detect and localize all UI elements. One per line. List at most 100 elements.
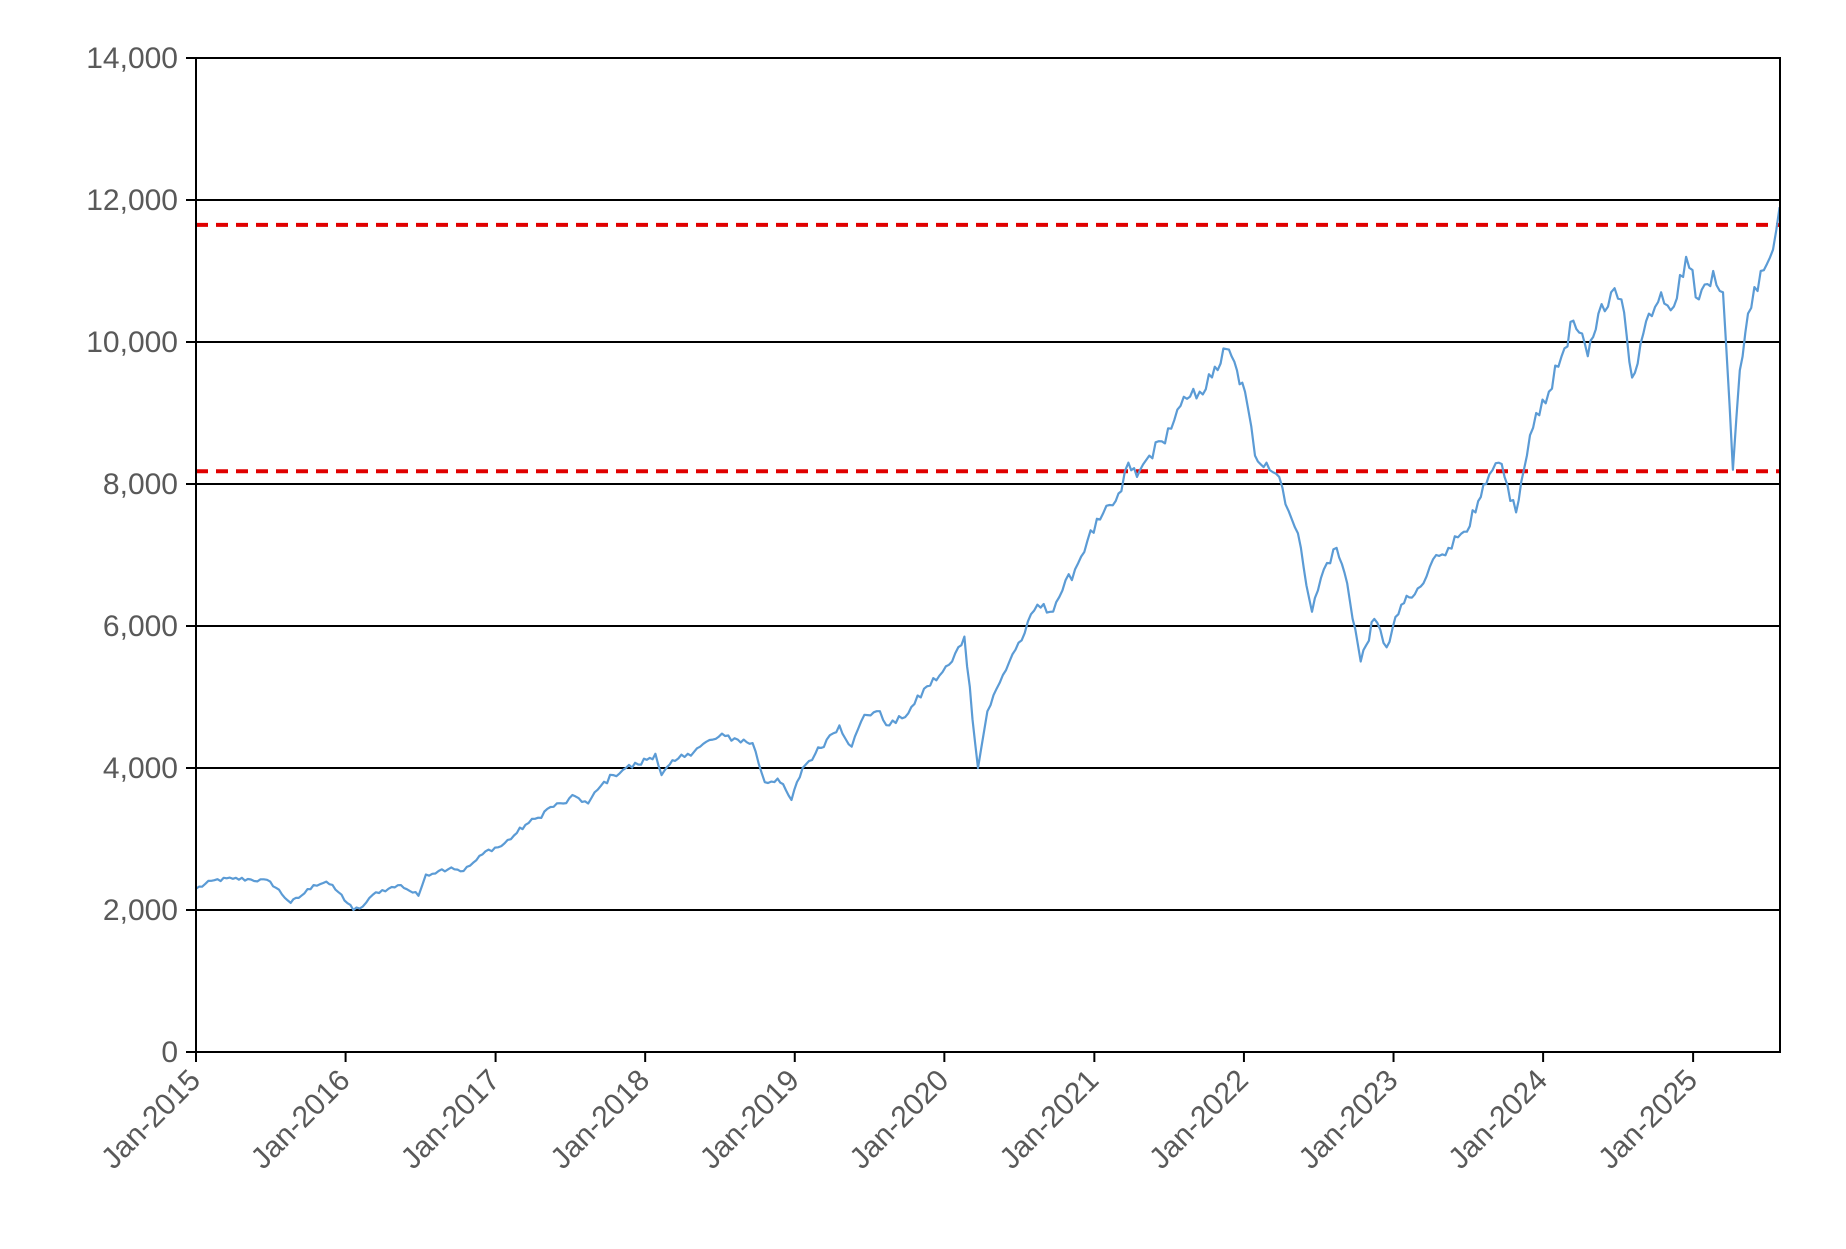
data-point <box>598 783 603 788</box>
data-point <box>1609 290 1614 295</box>
x-tick-label: Jan-2021 <box>994 1064 1106 1176</box>
data-point <box>710 737 715 742</box>
data-point <box>486 847 491 852</box>
data-point <box>1446 545 1451 550</box>
data-point <box>1546 389 1551 394</box>
data-point <box>937 673 942 678</box>
data-point <box>548 805 553 810</box>
reference-lines <box>196 222 1780 474</box>
data-point <box>962 634 967 639</box>
x-tick-label: Jan-2016 <box>245 1064 357 1176</box>
data-point <box>573 794 578 799</box>
data-point <box>900 716 905 721</box>
data-point <box>837 723 842 728</box>
data-point <box>512 833 517 838</box>
y-tick-label: 14,000 <box>86 42 178 75</box>
data-point <box>288 900 293 905</box>
y-axis-tick-labels: 0 2,000 4,000 6,000 8,000 10,000 12,000 14,000 <box>86 42 178 1069</box>
data-point <box>1010 652 1015 657</box>
data-point <box>1534 411 1539 416</box>
y-tick-label: 8,000 <box>103 468 178 501</box>
data-point <box>1421 581 1426 586</box>
series-layer <box>195 206 1781 912</box>
data-point <box>1035 602 1040 607</box>
data-point <box>1721 290 1726 295</box>
data-point <box>673 758 678 763</box>
data-point <box>1384 645 1389 650</box>
data-point <box>523 822 528 827</box>
data-point <box>1224 347 1229 352</box>
y-tick-label: 0 <box>161 1036 178 1069</box>
data-point <box>1473 510 1478 515</box>
data-point <box>336 890 341 895</box>
data-point <box>1264 460 1269 465</box>
x-tick-label: Jan-2022 <box>1143 1064 1255 1176</box>
data-point <box>386 886 391 891</box>
data-point <box>1771 247 1776 252</box>
data-point <box>1060 588 1065 593</box>
data-point <box>1409 595 1414 600</box>
data-point <box>212 878 217 883</box>
data-point <box>1484 482 1489 487</box>
data-point <box>849 744 854 749</box>
data-point <box>975 766 980 771</box>
data-point <box>586 801 591 806</box>
data-point <box>874 709 879 714</box>
data-point <box>416 893 421 898</box>
data-point <box>1585 354 1590 359</box>
data-point <box>1372 616 1377 621</box>
data-point <box>698 744 703 749</box>
data-point <box>1197 389 1202 394</box>
data-point <box>449 865 454 870</box>
data-point <box>750 741 755 746</box>
data-point <box>1596 311 1601 316</box>
data-point <box>1321 567 1326 572</box>
data-point <box>1085 538 1090 543</box>
x-tick-label: Jan-2024 <box>1442 1064 1554 1176</box>
data-point <box>1514 510 1519 515</box>
data-point <box>1147 453 1152 458</box>
data-point <box>1098 517 1103 522</box>
data-point <box>789 797 794 802</box>
data-point <box>1696 297 1701 302</box>
data-point <box>1758 269 1763 274</box>
data-point <box>499 844 504 849</box>
data-point <box>1289 517 1294 522</box>
data-point <box>775 776 780 781</box>
y-tick-label: 12,000 <box>86 184 178 217</box>
data-point <box>1434 553 1439 558</box>
data-point <box>611 773 616 778</box>
data-point <box>1737 368 1742 373</box>
data-point <box>1134 474 1139 479</box>
data-point <box>1172 418 1177 423</box>
data-point <box>436 868 441 873</box>
data-point <box>659 773 664 778</box>
data-point <box>1521 467 1526 472</box>
data-point <box>912 702 917 707</box>
data-point <box>1048 609 1053 614</box>
data-point <box>1277 474 1282 479</box>
data-point <box>1119 489 1124 494</box>
data-point <box>1571 318 1576 323</box>
data-point <box>1309 609 1314 614</box>
data-point <box>1126 460 1131 465</box>
data-point <box>423 872 428 877</box>
x-tick-label: Jan-2023 <box>1293 1064 1405 1176</box>
data-point <box>536 815 541 820</box>
data-point <box>735 737 740 742</box>
x-axis-tick-labels: Jan-2015 Jan-2016 Jan-2017 Jan-2018 Jan-2019… <box>95 1064 1704 1176</box>
data-point <box>398 883 403 888</box>
data-point <box>311 883 316 888</box>
data-point <box>925 684 930 689</box>
data-point <box>1711 269 1716 274</box>
data-point <box>685 751 690 756</box>
data-point <box>1345 581 1350 586</box>
data-point <box>1746 311 1751 316</box>
data-point <box>1159 439 1164 444</box>
plot-area-border <box>195 57 1781 1053</box>
data-point <box>230 876 235 881</box>
data-point <box>1619 297 1624 302</box>
gridlines <box>196 57 1780 911</box>
y-tick-label: 4,000 <box>103 752 178 785</box>
